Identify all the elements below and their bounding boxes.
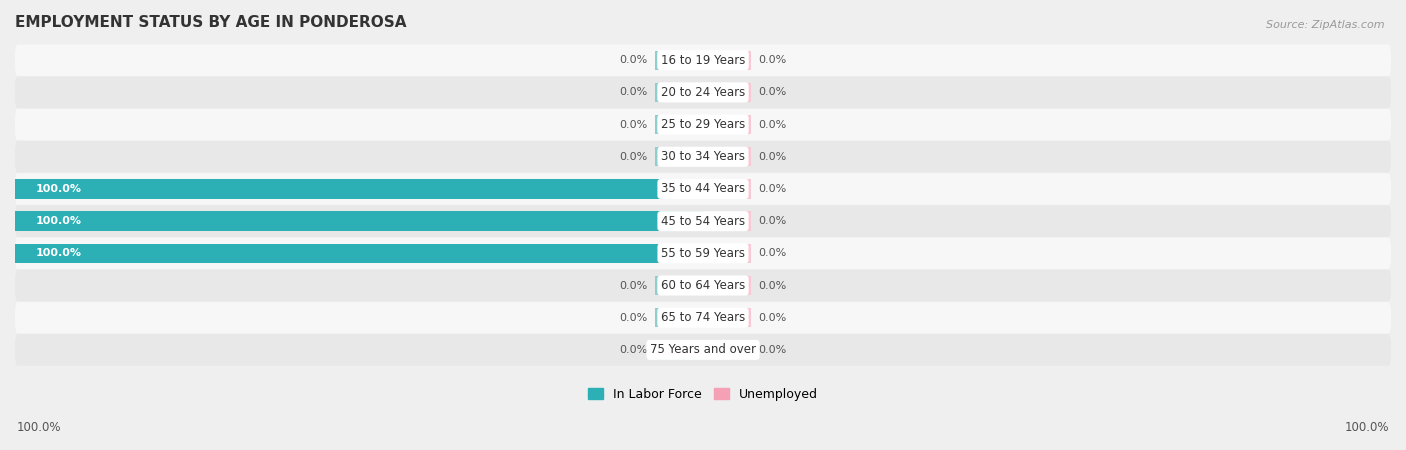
Text: 16 to 19 Years: 16 to 19 Years xyxy=(661,54,745,67)
Text: 0.0%: 0.0% xyxy=(758,248,786,258)
FancyBboxPatch shape xyxy=(15,270,1391,302)
Text: 0.0%: 0.0% xyxy=(758,120,786,130)
Text: 100.0%: 100.0% xyxy=(17,421,62,434)
Text: 0.0%: 0.0% xyxy=(620,152,648,162)
Text: 0.0%: 0.0% xyxy=(620,313,648,323)
Text: 100.0%: 100.0% xyxy=(35,184,82,194)
Bar xyxy=(655,340,703,360)
Text: 60 to 64 Years: 60 to 64 Years xyxy=(661,279,745,292)
Text: 0.0%: 0.0% xyxy=(758,345,786,355)
Text: 20 to 24 Years: 20 to 24 Years xyxy=(661,86,745,99)
Bar xyxy=(15,212,703,231)
Bar xyxy=(703,308,751,327)
FancyBboxPatch shape xyxy=(15,205,1391,237)
Text: 100.0%: 100.0% xyxy=(35,216,82,226)
Text: EMPLOYMENT STATUS BY AGE IN PONDEROSA: EMPLOYMENT STATUS BY AGE IN PONDEROSA xyxy=(15,15,406,30)
Legend: In Labor Force, Unemployed: In Labor Force, Unemployed xyxy=(583,382,823,405)
Bar xyxy=(703,50,751,70)
Bar xyxy=(703,243,751,263)
Text: 75 Years and over: 75 Years and over xyxy=(650,343,756,356)
Bar xyxy=(703,212,751,231)
FancyBboxPatch shape xyxy=(15,238,1391,269)
Text: 65 to 74 Years: 65 to 74 Years xyxy=(661,311,745,324)
FancyBboxPatch shape xyxy=(15,45,1391,76)
Text: 0.0%: 0.0% xyxy=(758,184,786,194)
Bar xyxy=(703,179,751,198)
Text: 35 to 44 Years: 35 to 44 Years xyxy=(661,182,745,195)
Bar xyxy=(15,179,703,198)
Text: 0.0%: 0.0% xyxy=(758,152,786,162)
Text: 55 to 59 Years: 55 to 59 Years xyxy=(661,247,745,260)
Bar xyxy=(655,115,703,134)
Text: 0.0%: 0.0% xyxy=(758,87,786,97)
Bar xyxy=(15,243,703,263)
FancyBboxPatch shape xyxy=(15,334,1391,366)
Text: 0.0%: 0.0% xyxy=(620,55,648,65)
Text: 100.0%: 100.0% xyxy=(35,248,82,258)
FancyBboxPatch shape xyxy=(15,109,1391,140)
Bar xyxy=(703,340,751,360)
FancyBboxPatch shape xyxy=(15,302,1391,333)
Text: 0.0%: 0.0% xyxy=(758,55,786,65)
Bar xyxy=(655,147,703,166)
Bar xyxy=(655,276,703,295)
FancyBboxPatch shape xyxy=(15,141,1391,172)
Bar xyxy=(655,50,703,70)
Bar xyxy=(703,115,751,134)
Bar xyxy=(703,276,751,295)
Text: 0.0%: 0.0% xyxy=(620,280,648,291)
Text: 0.0%: 0.0% xyxy=(620,345,648,355)
Text: 0.0%: 0.0% xyxy=(758,216,786,226)
FancyBboxPatch shape xyxy=(15,173,1391,205)
Text: 0.0%: 0.0% xyxy=(620,120,648,130)
Text: 100.0%: 100.0% xyxy=(1344,421,1389,434)
FancyBboxPatch shape xyxy=(15,76,1391,108)
Bar xyxy=(703,147,751,166)
Bar xyxy=(703,83,751,102)
Text: 0.0%: 0.0% xyxy=(758,280,786,291)
Text: 45 to 54 Years: 45 to 54 Years xyxy=(661,215,745,228)
Text: Source: ZipAtlas.com: Source: ZipAtlas.com xyxy=(1267,20,1385,30)
Text: 30 to 34 Years: 30 to 34 Years xyxy=(661,150,745,163)
Bar xyxy=(655,308,703,327)
Text: 25 to 29 Years: 25 to 29 Years xyxy=(661,118,745,131)
Text: 0.0%: 0.0% xyxy=(758,313,786,323)
Text: 0.0%: 0.0% xyxy=(620,87,648,97)
Bar xyxy=(655,83,703,102)
